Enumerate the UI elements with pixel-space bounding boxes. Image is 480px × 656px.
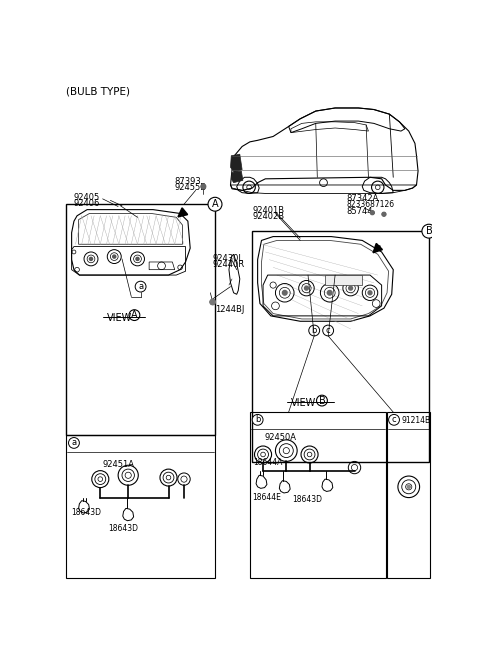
Text: 18643D: 18643D [71,508,101,518]
Bar [387,412,430,579]
Bar [66,204,215,435]
Polygon shape [231,171,243,182]
Text: b: b [312,326,317,335]
Bar [252,231,429,462]
Circle shape [371,211,374,215]
Text: 87342A: 87342A [347,194,379,203]
Bar [66,435,215,579]
Text: 8233687126: 8233687126 [347,200,395,209]
Circle shape [382,213,386,216]
Circle shape [316,395,327,406]
Circle shape [210,299,216,305]
Text: 92430L: 92430L [213,255,244,263]
Text: B: B [319,396,325,405]
Circle shape [113,255,116,258]
Text: 87393: 87393 [175,177,202,186]
Text: 18643D: 18643D [292,495,323,504]
Text: 92455B: 92455B [175,184,207,192]
Circle shape [69,438,79,448]
Text: 18644E: 18644E [252,493,281,502]
Circle shape [89,257,93,260]
Text: A: A [212,199,218,209]
Circle shape [309,325,320,336]
Circle shape [282,291,287,295]
Text: 92450A: 92450A [265,433,297,442]
Polygon shape [230,154,242,173]
Text: c: c [392,415,396,424]
Text: 92402B: 92402B [252,212,284,221]
Text: 18644A: 18644A [253,459,282,467]
Text: B: B [426,226,432,236]
Text: VIEW: VIEW [291,398,316,408]
Circle shape [327,291,332,295]
Text: a: a [72,438,76,447]
Text: c: c [326,326,330,335]
Text: 92401B: 92401B [252,206,284,215]
Text: (BULB TYPE): (BULB TYPE) [66,87,130,96]
Circle shape [348,286,353,290]
Text: VIEW: VIEW [107,313,132,323]
Circle shape [136,257,139,260]
Circle shape [208,197,222,211]
Circle shape [389,415,399,425]
Text: 92405: 92405 [74,193,100,201]
Circle shape [407,485,410,488]
Polygon shape [325,275,362,285]
Text: 92451A: 92451A [102,460,134,469]
Circle shape [323,325,334,336]
Text: 92440R: 92440R [213,260,245,270]
Circle shape [135,281,146,292]
Text: 91214B: 91214B [401,416,430,425]
Bar [250,412,385,579]
Text: 85744: 85744 [347,207,373,216]
Text: 92406: 92406 [74,199,100,208]
Text: A: A [131,310,138,320]
Circle shape [252,415,263,425]
Circle shape [129,310,140,321]
Circle shape [368,291,372,295]
Circle shape [201,184,206,189]
Circle shape [304,286,308,290]
Text: b: b [255,415,260,424]
Circle shape [422,224,436,238]
Text: a: a [138,282,143,291]
Text: 1244BJ: 1244BJ [215,305,244,314]
Text: 18643D: 18643D [108,523,139,533]
